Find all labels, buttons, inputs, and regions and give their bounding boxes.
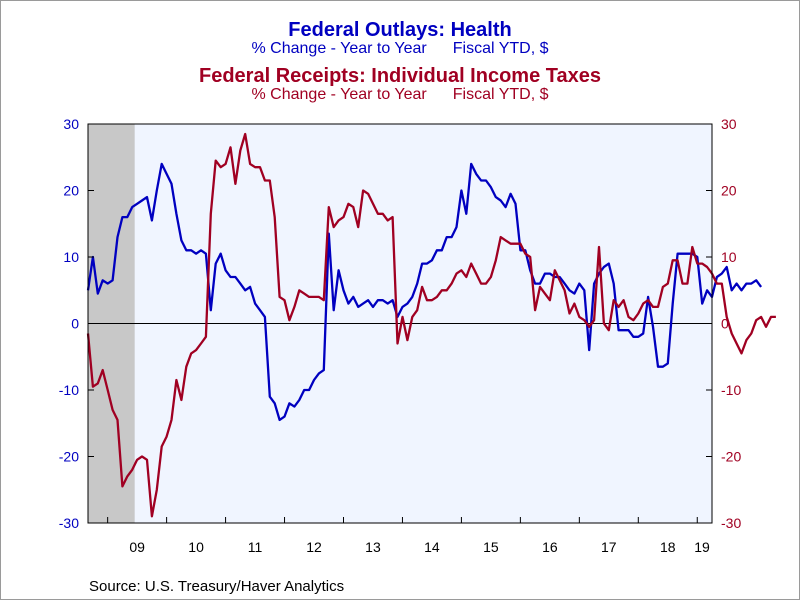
y-tick-label-left: -10 bbox=[59, 382, 79, 398]
x-tick-label: 18 bbox=[660, 539, 676, 555]
y-tick-label-left: 30 bbox=[63, 116, 79, 132]
x-tick-label: 15 bbox=[483, 539, 499, 555]
chart-title-2: Federal Receipts: Individual Income Taxe… bbox=[199, 65, 601, 87]
x-tick-label: 14 bbox=[424, 539, 440, 555]
series-line-2 bbox=[86, 132, 776, 518]
subtitle-2-measure: % Change - Year to Year bbox=[251, 86, 427, 103]
subtitle-2-basis: Fiscal YTD, $ bbox=[452, 86, 549, 103]
x-tick-label: 13 bbox=[365, 539, 381, 555]
chart-subtitle-1: % Change - Year to Year Fiscal YTD, $ bbox=[0, 41, 800, 57]
x-tick-label: 11 bbox=[248, 539, 263, 555]
x-tick-label: 09 bbox=[129, 539, 145, 555]
chart-subtitle-2: % Change - Year to Year Fiscal YTD, $ bbox=[0, 87, 800, 103]
y-tick-label-right: 10 bbox=[721, 249, 737, 265]
y-tick-label-left: -20 bbox=[59, 449, 79, 465]
x-tick-label: 16 bbox=[542, 539, 558, 555]
source-note: Source: U.S. Treasury/Haver Analytics bbox=[89, 578, 345, 595]
y-tick-label-right: 0 bbox=[721, 316, 729, 332]
y-tick-label-left: 0 bbox=[71, 316, 79, 332]
y-tick-label-right: -10 bbox=[721, 382, 741, 398]
x-tick-label: 19 bbox=[694, 539, 710, 555]
y-tick-label-left: -30 bbox=[59, 515, 79, 531]
y-tick-label-right: -20 bbox=[721, 449, 741, 465]
y-tick-label-left: 10 bbox=[63, 249, 79, 265]
y-tick-label-right: -30 bbox=[721, 515, 741, 531]
y-tick-label-left: 20 bbox=[63, 183, 79, 199]
chart-title-1: Federal Outlays: Health bbox=[288, 19, 512, 41]
x-tick-label: 17 bbox=[601, 539, 617, 555]
y-tick-label-right: 30 bbox=[721, 116, 737, 132]
x-tick-label: 10 bbox=[188, 539, 204, 555]
x-tick-label: 12 bbox=[306, 539, 322, 555]
subtitle-1-basis: Fiscal YTD, $ bbox=[452, 40, 549, 57]
y-tick-label-right: 20 bbox=[721, 183, 737, 199]
subtitle-1-measure: % Change - Year to Year bbox=[251, 40, 427, 57]
